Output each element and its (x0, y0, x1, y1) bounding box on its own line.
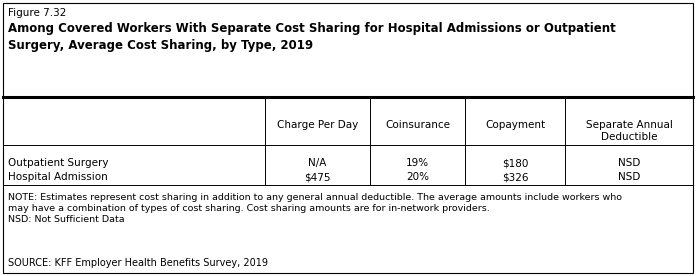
Text: N/A: N/A (308, 158, 326, 168)
Text: 20%: 20% (406, 172, 429, 182)
Text: $180: $180 (502, 158, 528, 168)
Text: NSD: Not Sufficient Data: NSD: Not Sufficient Data (8, 215, 125, 224)
Text: Copayment: Copayment (485, 120, 545, 130)
Text: Charge Per Day: Charge Per Day (277, 120, 358, 130)
Text: Outpatient Surgery: Outpatient Surgery (8, 158, 109, 168)
Text: $326: $326 (502, 172, 528, 182)
Text: NSD: NSD (618, 172, 640, 182)
Text: NOTE: Estimates represent cost sharing in addition to any general annual deducti: NOTE: Estimates represent cost sharing i… (8, 193, 622, 202)
Text: may have a combination of types of cost sharing. Cost sharing amounts are for in: may have a combination of types of cost … (8, 204, 490, 213)
Text: Figure 7.32: Figure 7.32 (8, 8, 66, 18)
Text: 19%: 19% (406, 158, 429, 168)
Text: SOURCE: KFF Employer Health Benefits Survey, 2019: SOURCE: KFF Employer Health Benefits Sur… (8, 258, 268, 268)
Text: Separate Annual
Deductible: Separate Annual Deductible (585, 120, 672, 142)
Text: Hospital Admission: Hospital Admission (8, 172, 108, 182)
Text: NSD: NSD (618, 158, 640, 168)
Text: Coinsurance: Coinsurance (385, 120, 450, 130)
Text: $475: $475 (304, 172, 331, 182)
Text: Among Covered Workers With Separate Cost Sharing for Hospital Admissions or Outp: Among Covered Workers With Separate Cost… (8, 22, 616, 52)
